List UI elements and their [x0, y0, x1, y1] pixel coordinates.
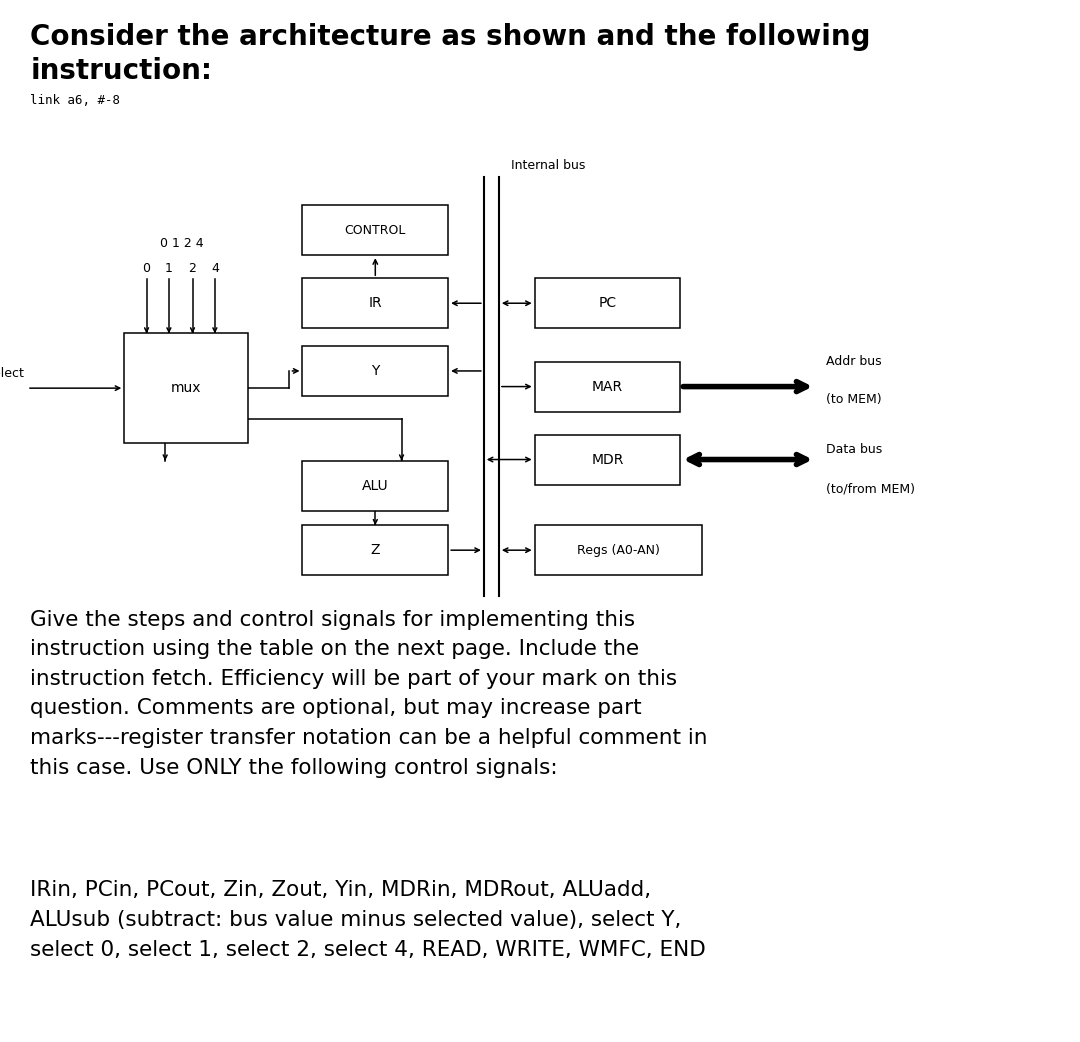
Text: Data bus: Data bus [826, 444, 882, 456]
Text: 2: 2 [189, 263, 197, 275]
FancyBboxPatch shape [302, 525, 448, 575]
Text: (to/from MEM): (to/from MEM) [826, 482, 915, 495]
Text: Regs (A0-AN): Regs (A0-AN) [577, 544, 660, 556]
Text: IR: IR [368, 296, 382, 311]
Text: Z: Z [370, 543, 380, 557]
FancyBboxPatch shape [302, 461, 448, 511]
Text: IRin, PCin, PCout, Zin, Zout, Yin, MDRin, MDRout, ALUadd,
ALUsub (subtract: bus : IRin, PCin, PCout, Zin, Zout, Yin, MDRin… [30, 880, 706, 960]
FancyBboxPatch shape [124, 333, 248, 443]
Text: CONTROL: CONTROL [345, 224, 406, 237]
Text: 1: 1 [165, 263, 173, 275]
Text: MDR: MDR [592, 452, 623, 467]
Text: Select: Select [0, 367, 24, 380]
FancyBboxPatch shape [535, 525, 702, 575]
Text: Give the steps and control signals for implementing this
instruction using the t: Give the steps and control signals for i… [30, 610, 707, 777]
FancyBboxPatch shape [535, 362, 680, 412]
Text: Internal bus: Internal bus [511, 159, 585, 172]
Text: 0 1 2 4: 0 1 2 4 [160, 238, 203, 250]
Text: Consider the architecture as shown and the following: Consider the architecture as shown and t… [30, 23, 870, 51]
FancyBboxPatch shape [535, 435, 680, 485]
FancyBboxPatch shape [535, 278, 680, 328]
FancyBboxPatch shape [302, 346, 448, 396]
Text: 0: 0 [143, 263, 150, 275]
Text: Addr bus: Addr bus [826, 355, 882, 368]
Text: (to MEM): (to MEM) [826, 393, 882, 405]
Text: 4: 4 [211, 263, 219, 275]
Text: instruction:: instruction: [30, 57, 213, 85]
Text: link a6, #-8: link a6, #-8 [30, 94, 120, 106]
FancyBboxPatch shape [302, 205, 448, 255]
Text: mux: mux [171, 381, 202, 395]
Text: MAR: MAR [592, 379, 623, 394]
Text: ALU: ALU [362, 478, 389, 493]
FancyBboxPatch shape [302, 278, 448, 328]
Text: Y: Y [372, 364, 379, 378]
Text: PC: PC [598, 296, 617, 311]
